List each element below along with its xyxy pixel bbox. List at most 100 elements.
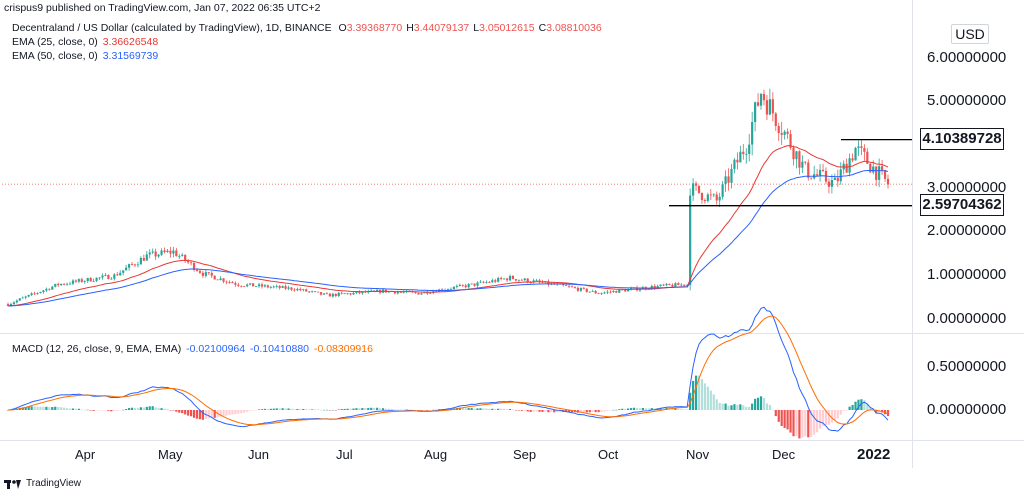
macd-histogram-bar bbox=[712, 394, 715, 410]
resistance-price-tag: 4.10389728 bbox=[920, 128, 1004, 150]
candle-body bbox=[402, 291, 405, 293]
macd-histogram-bar bbox=[532, 410, 535, 412]
macd-histogram-bar bbox=[263, 408, 267, 410]
candle-body bbox=[376, 289, 379, 291]
candle-body bbox=[612, 290, 615, 292]
candle-body bbox=[51, 286, 54, 290]
candle-body bbox=[730, 168, 733, 183]
macd-histogram-bar bbox=[246, 410, 249, 412]
candle-body bbox=[579, 287, 582, 291]
macd-histogram-bar bbox=[6, 410, 10, 411]
candle-body bbox=[393, 291, 396, 294]
candle-body bbox=[83, 281, 86, 282]
macd-histogram-bar bbox=[659, 407, 662, 410]
macd-histogram-bar bbox=[559, 410, 562, 412]
candle-body bbox=[308, 291, 311, 293]
candle-body bbox=[160, 250, 163, 255]
candle-body bbox=[745, 153, 748, 155]
candle-body bbox=[756, 102, 760, 106]
candle-body bbox=[662, 284, 665, 286]
macd-histogram-bar bbox=[33, 406, 36, 410]
candle-body bbox=[751, 122, 754, 145]
macd-histogram-bar bbox=[116, 410, 119, 411]
macd-histogram-bar bbox=[414, 409, 417, 411]
candle-body bbox=[349, 293, 352, 295]
support-price-tag: 2.59704362 bbox=[920, 194, 1004, 216]
candle-body bbox=[650, 285, 653, 289]
candle-body bbox=[866, 151, 869, 164]
macd-histogram-bar bbox=[322, 409, 326, 411]
candle-body bbox=[845, 163, 848, 173]
candle-body bbox=[686, 284, 689, 286]
macd-histogram-bar bbox=[429, 410, 432, 411]
macd-histogram-bar bbox=[479, 408, 482, 410]
macd-histogram-bar bbox=[638, 408, 642, 410]
candle-body bbox=[659, 284, 662, 286]
macd-histogram-bar bbox=[36, 406, 39, 410]
macd-histogram-bar bbox=[756, 397, 760, 410]
macd-histogram-bar bbox=[694, 375, 698, 410]
macd-histogram-bar bbox=[745, 406, 748, 410]
candle-body bbox=[423, 291, 426, 294]
candle-body bbox=[742, 151, 745, 155]
candle-body bbox=[573, 287, 577, 288]
macd-histogram-bar bbox=[827, 410, 831, 425]
candle-body bbox=[532, 280, 535, 283]
macd-histogram-bar bbox=[470, 408, 473, 410]
candle-body bbox=[473, 283, 476, 286]
macd-signal-value: -0.10410880 bbox=[250, 343, 310, 355]
candle-body bbox=[157, 254, 160, 257]
macd-histogram-bar bbox=[316, 409, 320, 410]
candle-body bbox=[810, 177, 813, 179]
macd-histogram-bar bbox=[848, 406, 851, 410]
candle-body bbox=[278, 285, 281, 288]
candle-body bbox=[133, 264, 137, 266]
candle-body bbox=[243, 286, 246, 288]
candle-body bbox=[733, 159, 736, 169]
candle-body bbox=[12, 302, 16, 305]
macd-histogram-bar bbox=[621, 408, 624, 410]
macd-histogram-bar bbox=[101, 410, 104, 411]
candle-body bbox=[36, 293, 39, 294]
macd-histogram-bar bbox=[777, 410, 780, 422]
candle-body bbox=[361, 291, 364, 294]
candle-body bbox=[827, 181, 831, 187]
macd-histogram-bar bbox=[730, 405, 733, 410]
ohlc-l: L3.05012615 bbox=[473, 22, 535, 34]
candle-body bbox=[39, 291, 42, 294]
macd-histogram-bar bbox=[148, 406, 151, 410]
macd-histogram-bar bbox=[771, 409, 774, 411]
macd-histogram-bar bbox=[821, 410, 825, 426]
macd-histogram-bar bbox=[240, 410, 243, 414]
candle-body bbox=[854, 147, 857, 161]
macd-histogram-bar bbox=[500, 408, 503, 410]
candle-body bbox=[665, 283, 668, 286]
macd-histogram-bar bbox=[680, 409, 683, 410]
candle-body bbox=[491, 280, 494, 283]
macd-histogram-bar bbox=[237, 410, 240, 414]
macd-histogram-bar bbox=[225, 410, 228, 416]
candle-body bbox=[535, 280, 538, 282]
candle-body bbox=[857, 146, 860, 148]
macd-histogram-bar bbox=[384, 408, 388, 410]
candle-body bbox=[482, 281, 485, 283]
macd-histogram-bar bbox=[257, 409, 261, 410]
macd-histogram-bar bbox=[774, 410, 777, 417]
candle-body bbox=[139, 257, 142, 265]
macd-histogram-bar bbox=[110, 410, 113, 412]
footer-brand: TradingView bbox=[26, 478, 82, 489]
macd-histogram-bar bbox=[514, 410, 518, 411]
macd-histogram-bar bbox=[125, 409, 128, 410]
candle-body bbox=[517, 279, 520, 281]
macd-histogram-bar bbox=[644, 408, 647, 410]
candle-body bbox=[337, 292, 340, 297]
symbol-name: Decentraland / US Dollar (calculated by … bbox=[12, 22, 332, 34]
tradingview-footer[interactable]: TradingView bbox=[4, 478, 81, 489]
candle-body bbox=[538, 280, 541, 282]
currency-button[interactable]: USD bbox=[951, 24, 989, 44]
macd-histogram-bar bbox=[92, 410, 95, 411]
macd-histogram-bar bbox=[314, 409, 317, 410]
macd-histogram-bar bbox=[122, 409, 125, 411]
candle-body bbox=[198, 270, 202, 273]
